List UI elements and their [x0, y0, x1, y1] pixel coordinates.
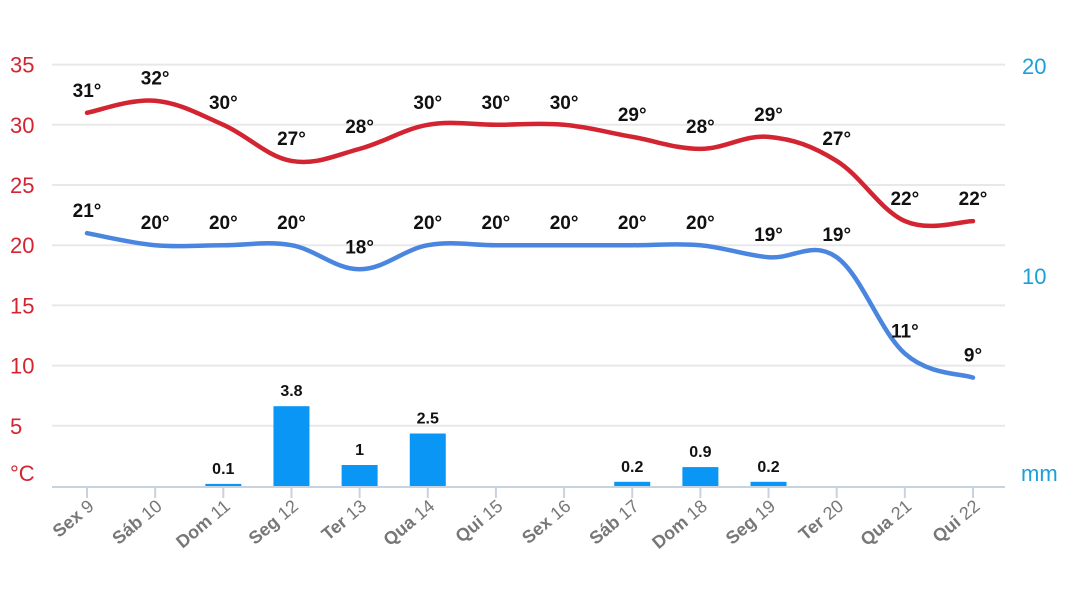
right-axis-unit: mm: [1021, 461, 1058, 486]
max-temp-label: 28°: [686, 117, 715, 138]
precip-bar: [341, 465, 378, 486]
left-tick-label: 15: [10, 293, 34, 318]
x-tick-label: Qui 22: [929, 496, 984, 547]
min-temp-label: 20°: [209, 213, 238, 234]
precip-label: 0.1: [212, 461, 234, 478]
min-temp-label: 20°: [482, 213, 511, 234]
min-temp-label: 9°: [964, 346, 982, 367]
temperature-lines: [84, 98, 976, 380]
left-axis-unit: °C: [10, 461, 35, 486]
max-temp-label: 29°: [618, 105, 647, 126]
precip-bar: [409, 433, 446, 486]
min-temp-label: 21°: [73, 201, 102, 222]
precip-bar: [750, 481, 787, 486]
min-temp-label: 20°: [277, 213, 306, 234]
right-tick-label: 20: [1022, 54, 1046, 79]
right-tick-label: 10: [1022, 264, 1046, 289]
x-tick-label: Sex 16: [518, 496, 575, 548]
precip-bar: [614, 481, 651, 486]
x-tick-label: Ter 20: [795, 496, 847, 545]
max-temp-label: 29°: [754, 105, 783, 126]
min-temp-label: 20°: [413, 213, 442, 234]
precip-bar: [273, 406, 310, 486]
min-temp-line: [84, 230, 976, 380]
max-temp-label: 32°: [141, 69, 170, 90]
precipitation-bars: [205, 406, 787, 487]
x-tick-label: Sex 9: [49, 496, 98, 542]
x-tick-label: Seg 12: [245, 496, 302, 549]
x-tick-label: Sáb 10: [108, 496, 165, 549]
min-temp-label: 19°: [754, 225, 783, 246]
max-temp-line: [84, 98, 976, 229]
left-tick-label: 35: [10, 53, 34, 78]
max-temp-label: 31°: [73, 81, 102, 102]
max-temp-label: 22°: [890, 189, 919, 210]
precip-label: 3.8: [280, 383, 302, 400]
max-temp-label: 30°: [482, 93, 511, 114]
right-axis: 20 10 mm: [1021, 54, 1058, 486]
max-temp-label: 28°: [345, 117, 374, 138]
left-axis: 35 30 25 20 15 10 5 °C: [10, 53, 35, 486]
precip-label: 0.2: [621, 459, 643, 476]
precip-label: 2.5: [417, 411, 439, 428]
max-temp-label: 30°: [413, 93, 442, 114]
x-tick-label: Dom 18: [648, 496, 711, 553]
min-temp-label: 20°: [141, 213, 170, 234]
max-temp-label: 27°: [277, 129, 306, 150]
max-temp-label: 22°: [959, 189, 988, 210]
left-tick-label: 30: [10, 113, 34, 138]
left-tick-label: 5: [10, 414, 22, 439]
precip-label: 0.9: [689, 444, 711, 461]
left-tick-label: 20: [10, 233, 34, 258]
min-temp-label: 11°: [891, 322, 919, 343]
min-temp-label: 20°: [686, 213, 715, 234]
precip-bar: [205, 483, 242, 487]
x-tick-label: Ter 13: [318, 496, 370, 545]
x-tick-label: Sáb 17: [585, 496, 642, 549]
max-temp-label: 27°: [822, 129, 851, 150]
min-temp-label: 18°: [345, 237, 374, 258]
x-tick-label: Qua 21: [857, 496, 916, 550]
x-tick-label: Qui 15: [451, 496, 506, 547]
min-temp-label: 20°: [550, 213, 579, 234]
data-labels: 31° 32° 30° 27° 28° 30° 30° 30° 29° 28° 29° 27° 22° 2…: [73, 69, 988, 478]
left-tick-label: 25: [10, 173, 34, 198]
min-temp-label: 20°: [618, 213, 647, 234]
max-temp-label: 30°: [550, 93, 579, 114]
min-temp-label: 19°: [822, 225, 851, 246]
precip-bar: [682, 467, 719, 486]
precip-label: 1: [355, 442, 364, 459]
x-tick-label: Dom 11: [172, 496, 234, 552]
max-temp-label: 30°: [209, 93, 238, 114]
x-tick-label: Qua 14: [379, 496, 438, 550]
left-tick-label: 10: [10, 354, 34, 379]
precip-label: 0.2: [757, 459, 779, 476]
x-tick-label: Seg 19: [722, 496, 779, 549]
